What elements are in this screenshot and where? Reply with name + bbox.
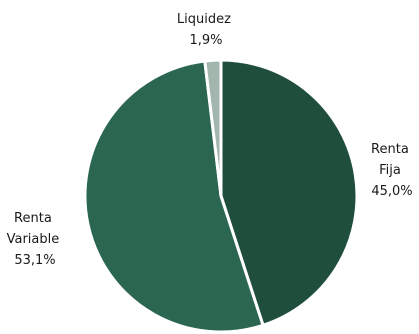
slice-label-liquidez: Liquidez 1,9% xyxy=(177,12,235,48)
slice-label-renta-fija: Renta Fija 45,0% xyxy=(371,142,413,199)
slice-label-renta-variable-line-1: Renta xyxy=(14,211,52,226)
slice-label-renta-variable: Renta Variable 53,1% xyxy=(7,211,64,268)
slice-value-liquidez: 1,9% xyxy=(189,33,222,48)
slice-label-renta-fija-line-1: Renta xyxy=(371,142,409,157)
slice-label-liquidez-line-1: Liquidez xyxy=(177,12,231,27)
slice-value-renta-variable: 53,1% xyxy=(14,253,55,268)
slice-value-renta-fija: 45,0% xyxy=(371,184,412,199)
slice-liquidez xyxy=(203,58,223,198)
slice-label-renta-fija-line-2: Fija xyxy=(379,163,401,178)
pie-slices xyxy=(83,58,359,334)
slice-renta-variable xyxy=(83,59,265,334)
slice-label-renta-variable-line-2: Variable xyxy=(7,232,60,247)
slice-renta-fija xyxy=(219,58,359,327)
